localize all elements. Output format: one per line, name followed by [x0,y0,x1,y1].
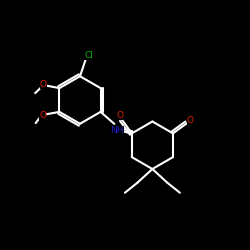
Text: O: O [40,80,47,90]
Text: Cl: Cl [84,51,93,60]
Text: O: O [187,116,194,126]
Text: O: O [39,111,46,120]
Text: O: O [116,110,123,120]
Text: NH: NH [110,126,124,136]
